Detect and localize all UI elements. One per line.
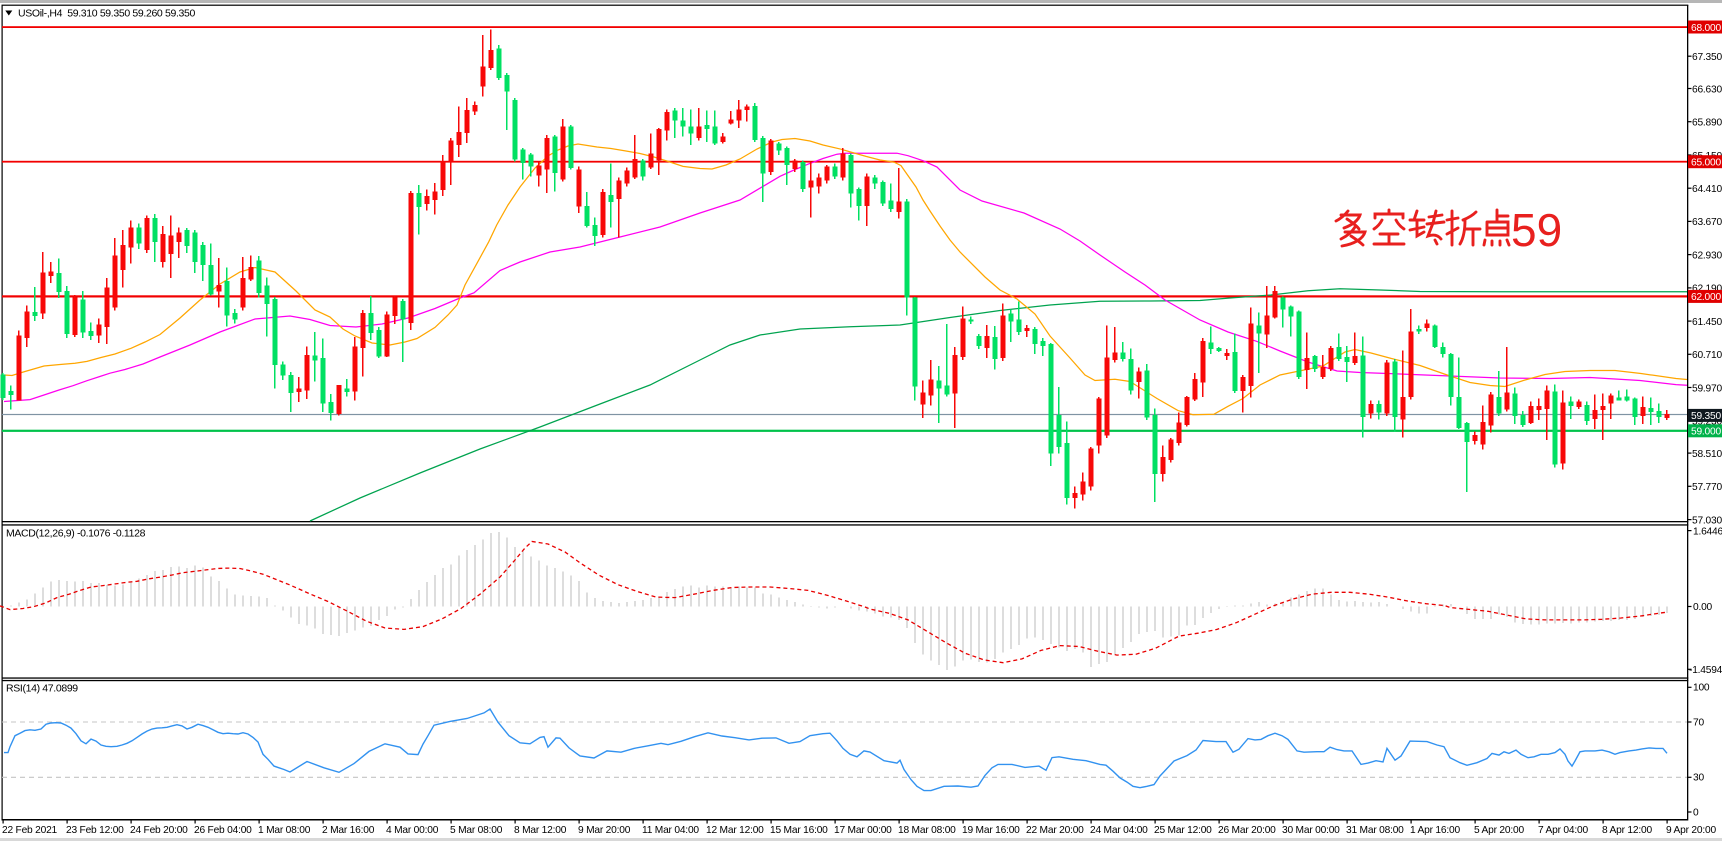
svg-text:61.450: 61.450	[1692, 317, 1722, 328]
svg-text:9 Mar 20:00: 9 Mar 20:00	[578, 825, 631, 836]
svg-text:23 Feb 12:00: 23 Feb 12:00	[66, 825, 124, 836]
svg-text:-1.4594: -1.4594	[1689, 665, 1722, 676]
svg-text:4 Mar 00:00: 4 Mar 00:00	[386, 825, 439, 836]
svg-text:100: 100	[1693, 683, 1710, 694]
svg-text:5 Mar 08:00: 5 Mar 08:00	[450, 825, 503, 836]
svg-text:59: 59	[1511, 204, 1562, 256]
svg-text:9 Apr 20:00: 9 Apr 20:00	[1666, 825, 1716, 836]
svg-text:8 Apr 12:00: 8 Apr 12:00	[1602, 825, 1652, 836]
svg-text:57.770: 57.770	[1692, 482, 1722, 493]
svg-text:RSI(14) 47.0899: RSI(14) 47.0899	[6, 683, 78, 695]
svg-text:65.890: 65.890	[1692, 118, 1722, 129]
svg-text:65.000: 65.000	[1691, 158, 1721, 169]
svg-text:59.970: 59.970	[1692, 383, 1722, 394]
svg-text:USOil-,H4 59.310 59.350 59.26: USOil-,H4 59.310 59.350 59.260 59.350	[18, 8, 196, 20]
svg-text:7 Apr 04:00: 7 Apr 04:00	[1538, 825, 1588, 836]
svg-text:59.350: 59.350	[1691, 411, 1721, 422]
svg-text:58.510: 58.510	[1692, 449, 1722, 460]
svg-text:26 Feb 04:00: 26 Feb 04:00	[194, 825, 252, 836]
svg-text:24 Feb 20:00: 24 Feb 20:00	[130, 825, 188, 836]
svg-text:15 Mar 16:00: 15 Mar 16:00	[770, 825, 828, 836]
svg-text:1.6446: 1.6446	[1693, 526, 1722, 537]
svg-text:62.000: 62.000	[1691, 292, 1721, 303]
svg-text:22 Mar 20:00: 22 Mar 20:00	[1026, 825, 1084, 836]
svg-text:19 Mar 16:00: 19 Mar 16:00	[962, 825, 1020, 836]
svg-text:26 Mar 20:00: 26 Mar 20:00	[1218, 825, 1276, 836]
svg-text:11 Mar 04:00: 11 Mar 04:00	[642, 825, 699, 836]
svg-text:24 Mar 04:00: 24 Mar 04:00	[1090, 825, 1148, 836]
svg-text:31 Mar 08:00: 31 Mar 08:00	[1346, 825, 1404, 836]
svg-text:8 Mar 12:00: 8 Mar 12:00	[514, 825, 567, 836]
svg-text:25 Mar 12:00: 25 Mar 12:00	[1154, 825, 1212, 836]
svg-text:59.230: 59.230	[1692, 417, 1722, 428]
svg-text:18 Mar 08:00: 18 Mar 08:00	[898, 825, 956, 836]
svg-text:1 Apr 16:00: 1 Apr 16:00	[1410, 825, 1460, 836]
svg-text:70: 70	[1693, 717, 1704, 728]
svg-text:57.030: 57.030	[1692, 515, 1722, 526]
svg-text:67.350: 67.350	[1692, 52, 1722, 63]
svg-text:30: 30	[1693, 773, 1704, 784]
svg-text:12 Mar 12:00: 12 Mar 12:00	[706, 825, 764, 836]
svg-text:59.000: 59.000	[1691, 427, 1721, 438]
svg-text:63.670: 63.670	[1692, 217, 1722, 228]
svg-text:64.410: 64.410	[1692, 184, 1722, 195]
svg-text:0.00: 0.00	[1693, 602, 1713, 613]
svg-text:5 Apr 20:00: 5 Apr 20:00	[1474, 825, 1524, 836]
svg-text:60.710: 60.710	[1692, 350, 1722, 361]
svg-text:1 Mar 08:00: 1 Mar 08:00	[258, 825, 311, 836]
svg-text:30 Mar 00:00: 30 Mar 00:00	[1282, 825, 1340, 836]
svg-text:22 Feb 2021: 22 Feb 2021	[2, 825, 58, 836]
svg-text:66.630: 66.630	[1692, 84, 1722, 95]
svg-text:62.930: 62.930	[1692, 250, 1722, 261]
svg-text:68.000: 68.000	[1691, 23, 1721, 34]
svg-text:62.190: 62.190	[1692, 284, 1722, 295]
svg-text:MACD(12,26,9) -0.1076 -0.1128: MACD(12,26,9) -0.1076 -0.1128	[6, 528, 146, 540]
svg-text:0: 0	[1693, 807, 1699, 818]
svg-text:17 Mar 00:00: 17 Mar 00:00	[834, 825, 892, 836]
svg-text:2 Mar 16:00: 2 Mar 16:00	[322, 825, 375, 836]
